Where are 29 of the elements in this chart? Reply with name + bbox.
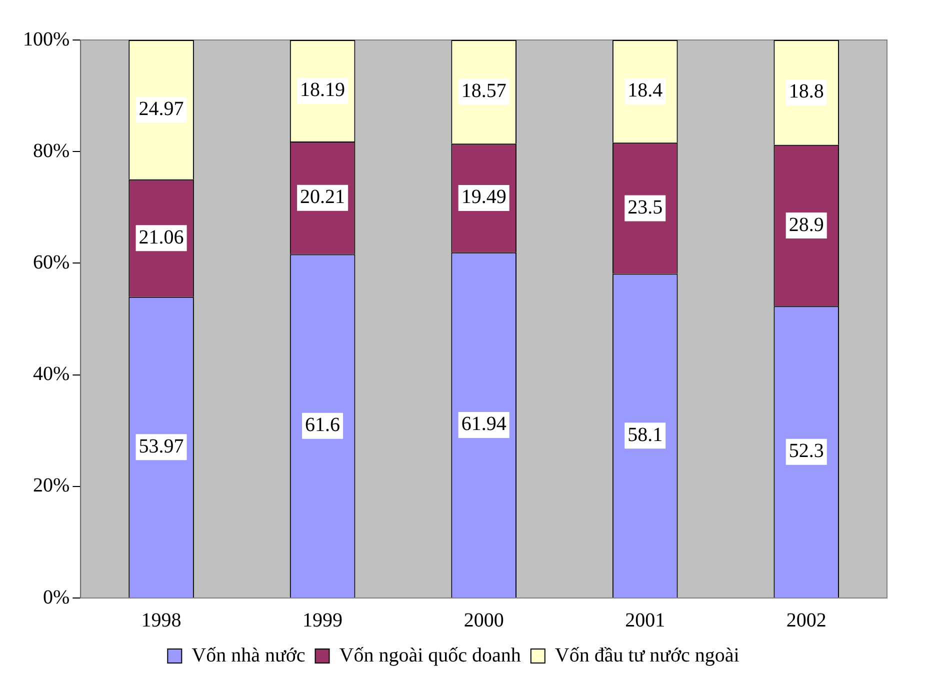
- y-tick-label: 60%: [32, 251, 70, 274]
- legend-label: Vốn đầu tư nước ngoài: [554, 644, 740, 666]
- data-label: 21.06: [138, 226, 184, 248]
- x-tick-label: 2002: [786, 609, 826, 632]
- y-tick-label: 100%: [22, 28, 70, 50]
- data-label: 58.1: [628, 424, 663, 446]
- data-label: 20.21: [300, 186, 346, 208]
- y-tick-label: 40%: [32, 363, 70, 386]
- data-label: 24.97: [138, 98, 184, 120]
- y-tick-label: 20%: [32, 474, 70, 497]
- data-label: 28.9: [788, 214, 824, 236]
- data-label: 19.49: [461, 186, 506, 208]
- data-label: 23.5: [628, 196, 663, 218]
- x-tick-label: 2001: [625, 609, 666, 632]
- x-tick-label: 1998: [141, 609, 182, 632]
- data-label: 18.8: [788, 80, 824, 103]
- x-tick-label: 2000: [464, 609, 504, 632]
- data-label: 61.6: [305, 414, 340, 436]
- y-tick-label: 80%: [32, 140, 70, 162]
- data-label: 53.97: [138, 435, 184, 458]
- data-label: 18.4: [628, 80, 663, 102]
- data-label: 52.3: [788, 440, 824, 462]
- data-label: 18.57: [461, 80, 506, 102]
- y-tick-label: 0%: [42, 586, 70, 608]
- legend-label: Vốn nhà nước: [192, 644, 306, 666]
- legend-label: Vốn ngoài quốc doanh: [339, 644, 521, 666]
- data-label: 61.94: [461, 413, 506, 436]
- data-label: 18.19: [300, 79, 346, 101]
- x-tick-label: 1999: [302, 609, 343, 632]
